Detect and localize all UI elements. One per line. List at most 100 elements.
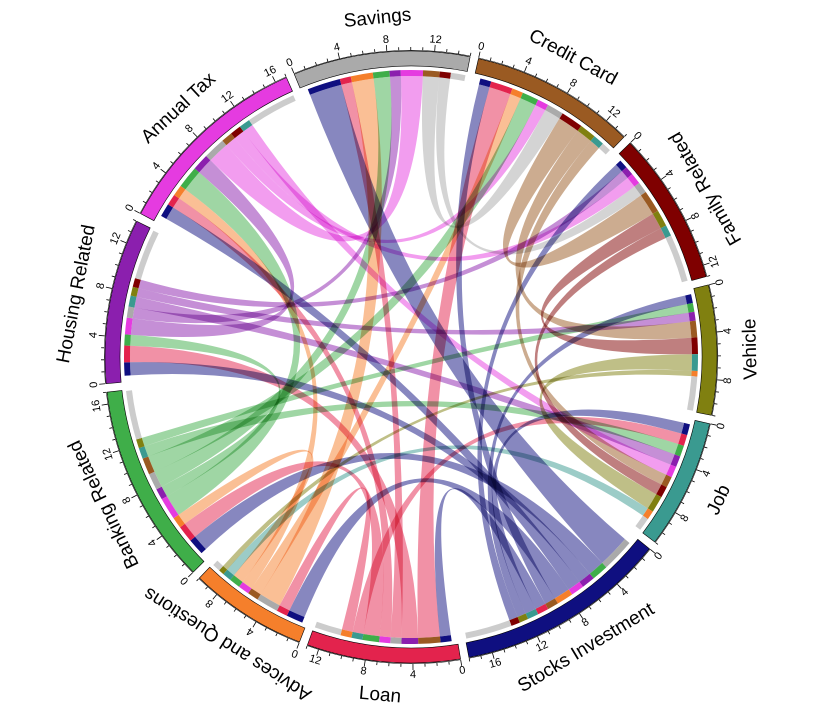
track-seg-loan-advices — [340, 629, 353, 638]
track-seg-advices-credit — [248, 588, 261, 600]
track-seg-family-stocks — [615, 160, 627, 172]
track-seg-job-housing — [670, 454, 681, 467]
sector-arc-banking — [106, 390, 205, 573]
ribbon-banking-housing — [130, 334, 281, 497]
axis-tick — [596, 110, 600, 114]
track-seg-tax-job — [239, 120, 253, 132]
axis-tick — [709, 282, 716, 286]
sector-label-job: Job — [703, 482, 735, 519]
axis-tick — [690, 229, 694, 232]
track-seg-credit-advices — [510, 88, 523, 99]
track-seg-stocks-savings — [602, 539, 630, 568]
axis-tick — [315, 61, 317, 66]
track-seg-tax-loan — [167, 194, 180, 208]
track-empty-credit — [598, 143, 610, 155]
track-seg-stocks-credit — [545, 598, 558, 610]
track-seg-housing-vehicle — [130, 286, 139, 297]
track-seg-advices-vehicle — [219, 565, 228, 575]
ribbon-family-vehicle — [540, 213, 692, 355]
axis-tick — [134, 210, 140, 214]
tick-label: 16 — [488, 656, 503, 671]
track-empty-housing — [135, 230, 159, 280]
track-seg-advices-loan — [276, 605, 290, 616]
axis-tick — [284, 73, 287, 77]
track-seg-vehicle-credit — [689, 320, 698, 338]
track-seg-loan-stocks — [439, 635, 452, 643]
ribbon-housing-vehicle — [136, 288, 690, 335]
axis-tick — [548, 631, 551, 635]
axis-tick — [222, 110, 225, 114]
axis-tick — [326, 58, 329, 62]
tick-label: 8 — [678, 513, 691, 524]
tick-label: 4 — [87, 332, 99, 339]
track-seg-loan-credit — [418, 636, 441, 644]
axis-tick — [196, 578, 199, 582]
axis-tick — [681, 501, 685, 505]
axis-tick — [123, 472, 128, 475]
axis-tick — [305, 645, 308, 649]
tick-label: 4 — [146, 537, 159, 549]
axis-tick — [128, 483, 132, 486]
axis-tick — [131, 494, 138, 499]
axis-tick — [492, 652, 495, 659]
axis-tick — [460, 659, 463, 666]
axis-tick — [478, 51, 481, 58]
track-seg-savings-credit — [422, 70, 440, 78]
axis-tick — [662, 532, 666, 535]
ribbon-credit-family — [502, 118, 653, 268]
tick-label: 8 — [382, 34, 389, 46]
axis-tick — [178, 151, 181, 155]
tick-label: 8 — [567, 77, 578, 90]
axis-tick — [589, 606, 592, 610]
track-seg-savings-housing — [389, 70, 401, 77]
axis-tick — [469, 52, 472, 56]
track-seg-banking-housing — [156, 486, 167, 500]
axis-tick — [275, 633, 278, 637]
sector-label-savings: Savings — [343, 4, 412, 32]
tick-label: 12 — [219, 89, 236, 106]
axis-tick — [634, 567, 637, 570]
ribbon-layer — [130, 76, 692, 638]
track-seg-advices-stocks — [286, 610, 305, 623]
axis-tick — [112, 438, 116, 441]
tick-label: 0 — [715, 422, 728, 431]
sector-arc-vehicle — [693, 284, 718, 416]
track-seg-stocks-job — [525, 608, 539, 620]
axis-tick — [695, 240, 699, 243]
track-seg-loan-savings — [390, 637, 402, 644]
outer-track-layer — [104, 50, 718, 664]
tick-label: 8 — [580, 616, 592, 629]
tick-label: 0 — [652, 550, 665, 562]
tick-label: 4 — [150, 160, 163, 172]
track-seg-savings-banking — [372, 70, 390, 79]
track-seg-stocks-advices — [554, 589, 573, 604]
sector-arc-family — [618, 142, 707, 281]
track-seg-job-stocks — [681, 422, 690, 436]
track-seg-savings-advices — [350, 72, 374, 83]
track-seg-vehicle-family — [691, 337, 698, 355]
sector-arc-stocks — [465, 538, 650, 658]
ribbon-housing-job — [134, 296, 675, 465]
tick-label: 8 — [94, 282, 107, 291]
axis-tick — [630, 138, 636, 143]
tick-label: 12 — [429, 33, 442, 46]
track-empty-banking — [126, 390, 142, 440]
tick-label: 8 — [722, 377, 734, 384]
axis-tick — [152, 525, 156, 529]
track-seg-savings-stocks — [307, 78, 342, 95]
track-seg-banking-loan — [180, 523, 196, 541]
axis-tick — [149, 190, 153, 193]
axis-tick — [661, 175, 667, 180]
track-seg-credit-loan — [489, 81, 513, 95]
axis-tick — [212, 118, 216, 122]
track-seg-family-credit — [640, 191, 658, 214]
axis-tick — [615, 125, 619, 129]
axis-tick — [291, 67, 295, 74]
track-seg-family-savings — [634, 182, 646, 196]
axis-tick — [127, 230, 131, 233]
axis-tick — [646, 158, 650, 161]
axis-tick — [669, 522, 673, 525]
axis-tick — [316, 649, 319, 656]
track-seg-tax-advices — [174, 185, 186, 199]
